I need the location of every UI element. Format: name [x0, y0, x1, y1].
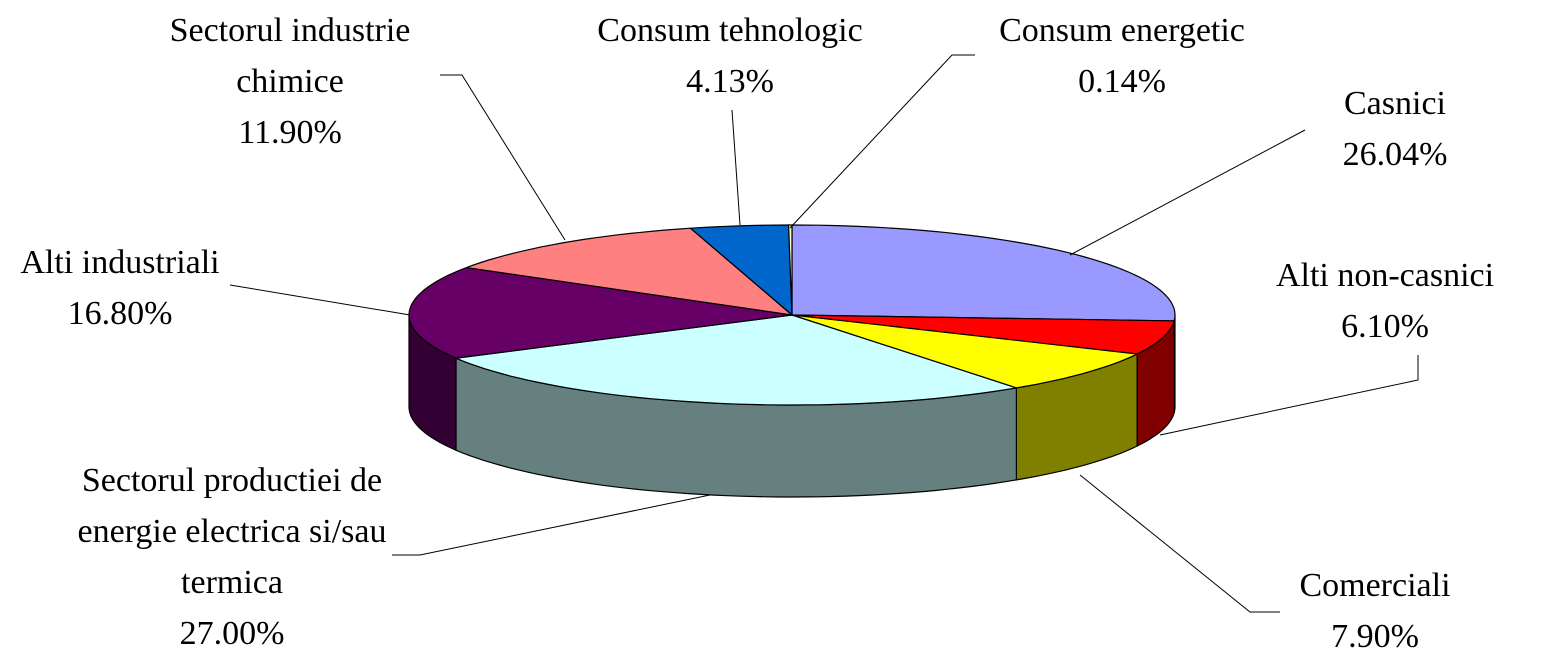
slice: [791, 314, 1176, 355]
category-label: Consum energetic: [999, 12, 1245, 49]
slice-label: Alti non-casnici 6.10%: [1255, 250, 1515, 352]
slice: [408, 266, 793, 359]
value-label: 16.80%: [67, 295, 173, 332]
slice: [787, 224, 793, 316]
category-label: Alti non-casnici: [1275, 257, 1495, 294]
slice: [791, 314, 1140, 389]
category-label: Comerciali: [1299, 567, 1451, 604]
slice: [466, 227, 794, 316]
leader-line: [229, 284, 411, 316]
slice-label: Casnici 26.04%: [1295, 78, 1495, 180]
slice-label: Sectorul industrie chimice 11.90%: [140, 5, 440, 158]
value-label: 6.10%: [1341, 308, 1429, 345]
value-label: 7.90%: [1331, 618, 1419, 655]
leader-line: [731, 109, 741, 226]
category-label: Alti industriali: [20, 244, 220, 281]
leader-line: [1069, 129, 1306, 256]
slice-label: Comerciali 7.90%: [1265, 560, 1485, 662]
slice: [791, 224, 1176, 322]
leader-line: [1079, 474, 1280, 613]
slice-label: Consum energetic 0.14%: [972, 5, 1272, 107]
leader-line: [392, 494, 711, 556]
leader-line: [789, 54, 975, 229]
category-label: Sectorul industrie chimice: [169, 12, 411, 100]
value-label: 27.00%: [179, 615, 285, 652]
slice: [688, 224, 793, 317]
slice-label: Alti industriali 16.80%: [0, 237, 240, 339]
value-label: 4.13%: [686, 63, 774, 100]
leader-line: [1159, 355, 1419, 436]
leader-line: [440, 74, 566, 241]
slice-label: Sectorul productiei de energie electrica…: [62, 455, 402, 659]
category-label: Casnici: [1344, 85, 1446, 122]
value-label: 11.90%: [238, 114, 342, 151]
slice: [453, 314, 1017, 406]
category-label: Consum tehnologic: [597, 12, 863, 49]
value-label: 0.14%: [1078, 63, 1166, 100]
value-label: 26.04%: [1342, 136, 1448, 173]
slice-label: Consum tehnologic 4.13%: [570, 5, 890, 107]
category-label: Sectorul productiei de energie electrica…: [77, 462, 387, 601]
